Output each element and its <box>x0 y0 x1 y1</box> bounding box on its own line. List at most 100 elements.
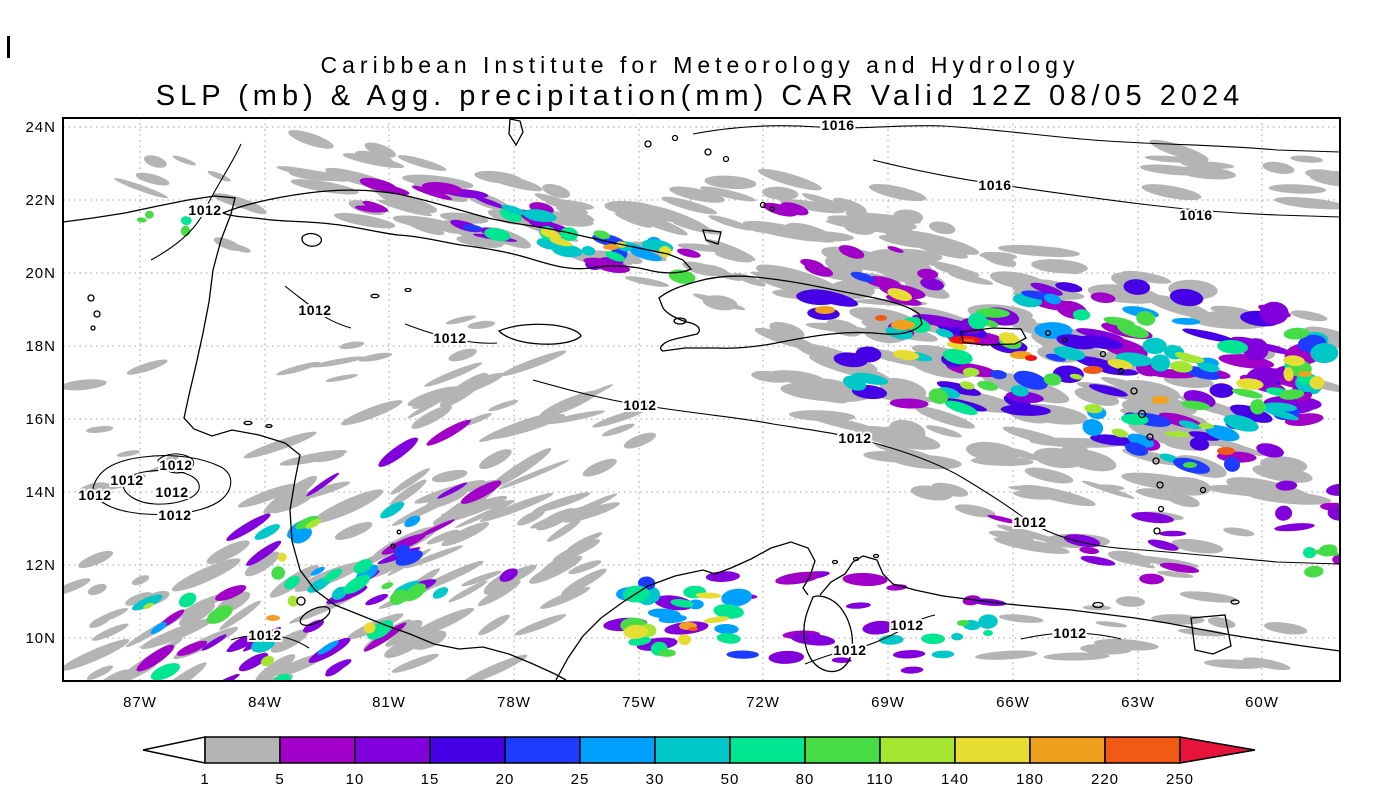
precip-cell <box>488 399 519 412</box>
precip-cell <box>499 568 518 582</box>
precip-cell <box>1107 359 1133 370</box>
precip-cell <box>484 227 511 242</box>
island-providencia <box>396 529 402 535</box>
precip-cell <box>890 424 918 438</box>
precip-cell <box>661 196 718 215</box>
precip-cell <box>136 217 147 223</box>
precip-cell <box>790 633 836 646</box>
precip-cell <box>1283 327 1310 340</box>
precip-cell <box>370 187 438 211</box>
precip-cell <box>1259 301 1289 325</box>
precip-cell <box>905 280 950 299</box>
precip-cell <box>148 461 181 473</box>
precip-cell <box>542 183 571 199</box>
precip-cell <box>255 654 296 681</box>
precip-cell <box>131 575 150 586</box>
precip-cell <box>614 212 653 228</box>
precip-cell <box>1181 400 1211 410</box>
precip-cell <box>921 633 945 645</box>
precip-cell <box>1268 184 1327 194</box>
precip-cell <box>1332 554 1340 565</box>
precip-cell <box>910 485 953 501</box>
precip-cell <box>1084 403 1103 414</box>
island-virgin <box>1044 329 1052 337</box>
precip-cell <box>775 571 821 585</box>
precip-cell <box>378 437 418 467</box>
precip-cell <box>1327 506 1340 521</box>
precip-cell <box>1198 362 1220 373</box>
lat-label: 12N <box>25 557 56 574</box>
precip-cell <box>1136 488 1191 501</box>
colorbar-level-label: 180 <box>1016 771 1044 788</box>
precip-cell <box>157 680 188 697</box>
precip-cell <box>1283 367 1294 382</box>
precip-cell <box>1024 467 1074 484</box>
precip-cell <box>146 662 207 681</box>
precip-cell <box>254 524 280 540</box>
colorbar-legend: 1 5 10 15 20 25 30 50 80 110 140 180 220 250 <box>142 736 1256 788</box>
precip-cell <box>1290 155 1324 163</box>
precip-cell <box>1121 413 1149 426</box>
precip-cell <box>277 552 287 562</box>
precip-cell <box>912 314 963 328</box>
precip-core <box>1183 462 1197 468</box>
precip-cell <box>92 623 129 641</box>
precip-cell <box>1043 652 1110 661</box>
precip-cell <box>114 178 169 199</box>
precip-cell <box>878 634 904 645</box>
precip-cell <box>1230 404 1273 423</box>
isobar-value-label: 1012 <box>833 642 866 658</box>
colorbar-level-label: 250 <box>1166 771 1194 788</box>
precip-cell <box>751 370 792 383</box>
precip-cell <box>207 170 231 182</box>
precip-cell <box>448 348 477 362</box>
institution-title: Caribbean Institute for Meteorology and … <box>320 52 1080 78</box>
colorbar-segment <box>1029 736 1106 764</box>
precip-cell <box>206 540 250 565</box>
precip-core <box>1298 371 1312 377</box>
precip-cell <box>334 212 396 229</box>
island-st-croix <box>1062 337 1068 343</box>
precip-cell <box>441 522 490 547</box>
precip-cell <box>789 410 856 422</box>
precip-cell <box>63 639 130 671</box>
precip-cell <box>1164 431 1191 438</box>
precip-cell <box>1150 354 1171 372</box>
precip-cell <box>708 215 753 231</box>
island-mexico-cay-3 <box>90 325 96 331</box>
lake-nicaragua <box>299 606 331 626</box>
precip-cell <box>946 342 968 350</box>
precip-cell <box>307 577 331 593</box>
precip-cell <box>412 630 447 650</box>
precip-cell <box>1005 447 1039 461</box>
precip-cell <box>887 246 904 253</box>
precip-cell <box>144 155 167 168</box>
precip-cell <box>625 276 670 287</box>
island-barbados <box>1199 486 1207 494</box>
precip-cell <box>842 572 888 587</box>
precip-cell <box>1082 419 1104 436</box>
precip-cell <box>1209 383 1234 398</box>
precip-cell <box>561 568 607 596</box>
colorbar-level-label: 220 <box>1091 771 1119 788</box>
precip-cell <box>1159 530 1187 537</box>
precip-cell <box>669 186 725 203</box>
precip-cell <box>1136 311 1156 326</box>
map-frame <box>62 117 1341 682</box>
precip-cell <box>994 537 1070 554</box>
precip-cell <box>713 604 744 619</box>
precip-cell <box>892 349 920 361</box>
precip-cell <box>672 221 722 235</box>
island-bonaire <box>872 553 880 559</box>
isobar-value-label: 1012 <box>188 202 221 218</box>
island-bahamas-1 <box>644 140 652 148</box>
precip-cell <box>623 432 657 449</box>
precip-cell <box>1088 384 1128 397</box>
precip-cell <box>838 245 865 259</box>
isobar-value-label: 1012 <box>298 302 331 318</box>
precip-cell <box>536 508 576 531</box>
precip-cell <box>975 650 1038 660</box>
precip-cell <box>359 177 397 192</box>
precip-cell <box>1231 388 1263 399</box>
